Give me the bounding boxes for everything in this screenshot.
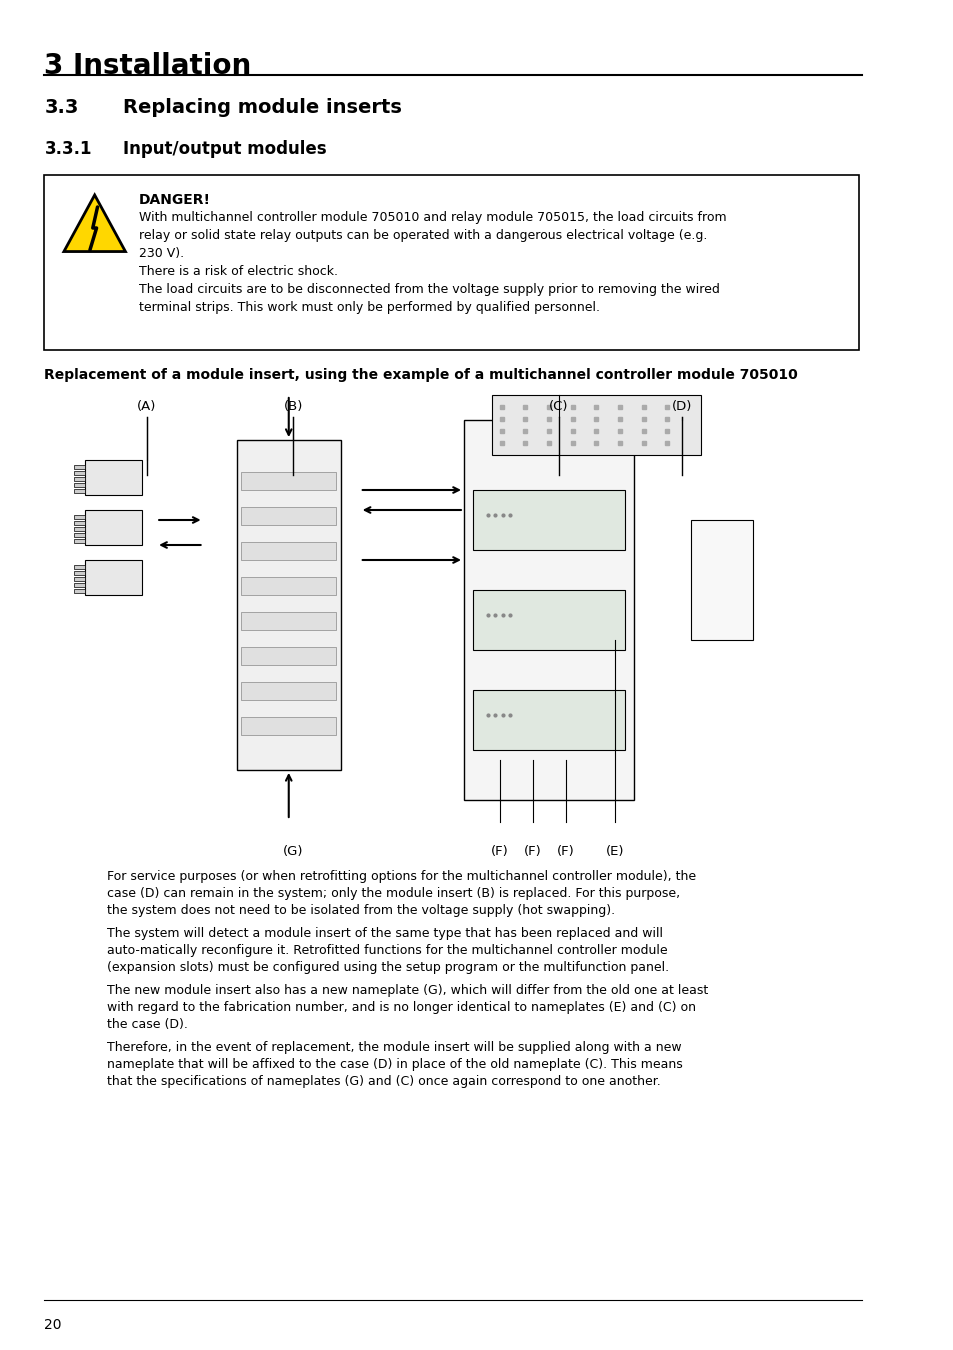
Text: (G): (G) <box>283 845 303 859</box>
Text: the system does not need to be isolated from the voltage supply (hot swapping).: the system does not need to be isolated … <box>107 904 615 917</box>
Text: (A): (A) <box>137 400 156 413</box>
Bar <box>241 647 335 666</box>
Text: auto-matically reconfigure it. Retrofitted functions for the multichannel contro: auto-matically reconfigure it. Retrofitt… <box>107 944 667 957</box>
Text: For service purposes (or when retrofitting options for the multichannel controll: For service purposes (or when retrofitti… <box>107 869 696 883</box>
Bar <box>85 560 142 595</box>
Bar <box>73 566 85 568</box>
Polygon shape <box>64 194 125 251</box>
Text: that the specifications of nameplates (G) and (C) once again correspond to one a: that the specifications of nameplates (G… <box>107 1075 660 1088</box>
Bar <box>73 583 85 587</box>
Text: with regard to the fabrication number, and is no longer identical to nameplates : with regard to the fabrication number, a… <box>107 1000 696 1014</box>
Bar <box>241 682 335 701</box>
Bar <box>241 472 335 490</box>
Text: (E): (E) <box>605 845 624 859</box>
Text: case (D) can remain in the system; only the module insert (B) is replaced. For t: case (D) can remain in the system; only … <box>107 887 679 900</box>
Text: Replacing module inserts: Replacing module inserts <box>123 99 401 117</box>
Text: With multichannel controller module 705010 and relay module 705015, the load cir: With multichannel controller module 7050… <box>139 211 726 224</box>
Bar <box>73 526 85 531</box>
Text: (C): (C) <box>548 400 568 413</box>
Bar <box>473 590 624 649</box>
Bar <box>492 396 700 455</box>
Bar <box>85 510 142 545</box>
Bar <box>85 460 142 495</box>
Text: 230 V).: 230 V). <box>139 247 184 261</box>
FancyBboxPatch shape <box>463 420 634 801</box>
Text: the case (D).: the case (D). <box>107 1018 188 1031</box>
Bar <box>241 541 335 560</box>
Bar <box>73 483 85 487</box>
Text: relay or solid state relay outputs can be operated with a dangerous electrical v: relay or solid state relay outputs can b… <box>139 230 707 242</box>
Bar <box>73 477 85 481</box>
Text: (expansion slots) must be configured using the setup program or the multifunctio: (expansion slots) must be configured usi… <box>107 961 668 973</box>
Text: 3.3.1: 3.3.1 <box>45 140 91 158</box>
Text: (D): (D) <box>671 400 691 413</box>
Bar <box>241 612 335 630</box>
Text: (B): (B) <box>283 400 303 413</box>
FancyBboxPatch shape <box>45 176 858 350</box>
Text: There is a risk of electric shock.: There is a risk of electric shock. <box>139 265 337 278</box>
Text: (F): (F) <box>491 845 508 859</box>
Text: The load circuits are to be disconnected from the voltage supply prior to removi: The load circuits are to be disconnected… <box>139 284 720 296</box>
Bar <box>690 520 752 640</box>
Text: The new module insert also has a new nameplate (G), which will differ from the o: The new module insert also has a new nam… <box>107 984 707 998</box>
Text: 20: 20 <box>45 1318 62 1332</box>
Text: 3 Installation: 3 Installation <box>45 53 252 80</box>
Text: terminal strips. This work must only be performed by qualified personnel.: terminal strips. This work must only be … <box>139 301 599 315</box>
Bar <box>73 514 85 518</box>
Bar <box>73 464 85 468</box>
Text: (F): (F) <box>523 845 541 859</box>
FancyBboxPatch shape <box>236 440 340 770</box>
Text: nameplate that will be affixed to the case (D) in place of the old nameplate (C): nameplate that will be affixed to the ca… <box>107 1058 682 1071</box>
Bar <box>73 489 85 493</box>
Text: The system will detect a module insert of the same type that has been replaced a: The system will detect a module insert o… <box>107 927 662 940</box>
Bar <box>241 576 335 595</box>
Text: 3.3: 3.3 <box>45 99 79 117</box>
Bar <box>473 490 624 549</box>
Bar <box>473 690 624 751</box>
Bar <box>73 533 85 537</box>
Bar <box>73 539 85 543</box>
Bar <box>73 521 85 525</box>
Bar <box>73 576 85 580</box>
Text: Replacement of a module insert, using the example of a multichannel controller m: Replacement of a module insert, using th… <box>45 369 798 382</box>
Text: Therefore, in the event of replacement, the module insert will be supplied along: Therefore, in the event of replacement, … <box>107 1041 680 1054</box>
Text: DANGER!: DANGER! <box>139 193 211 207</box>
Text: Input/output modules: Input/output modules <box>123 140 326 158</box>
Bar <box>73 589 85 593</box>
Text: (F): (F) <box>557 845 575 859</box>
Bar <box>241 508 335 525</box>
Bar <box>73 471 85 475</box>
Bar <box>241 717 335 734</box>
Bar <box>73 571 85 575</box>
